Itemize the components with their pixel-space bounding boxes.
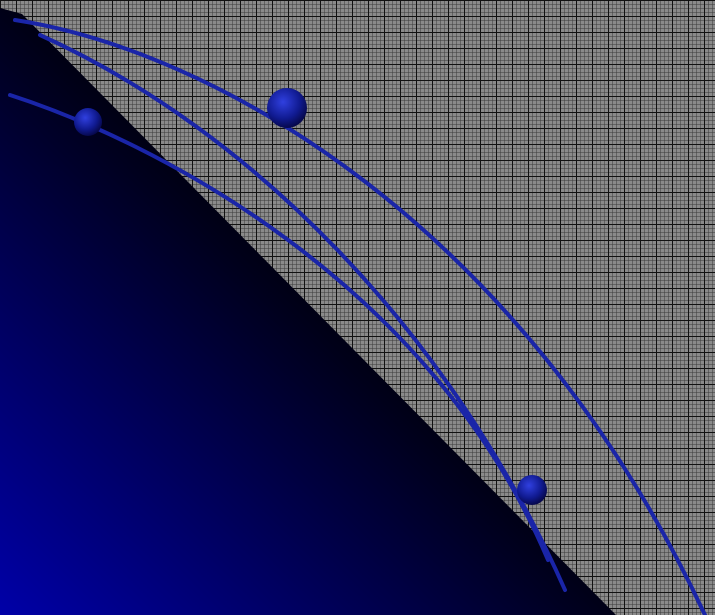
shadow-triangle — [0, 8, 616, 615]
curve — [13, 18, 707, 615]
sphere — [267, 88, 307, 128]
sphere — [74, 108, 102, 136]
sphere — [517, 475, 547, 505]
